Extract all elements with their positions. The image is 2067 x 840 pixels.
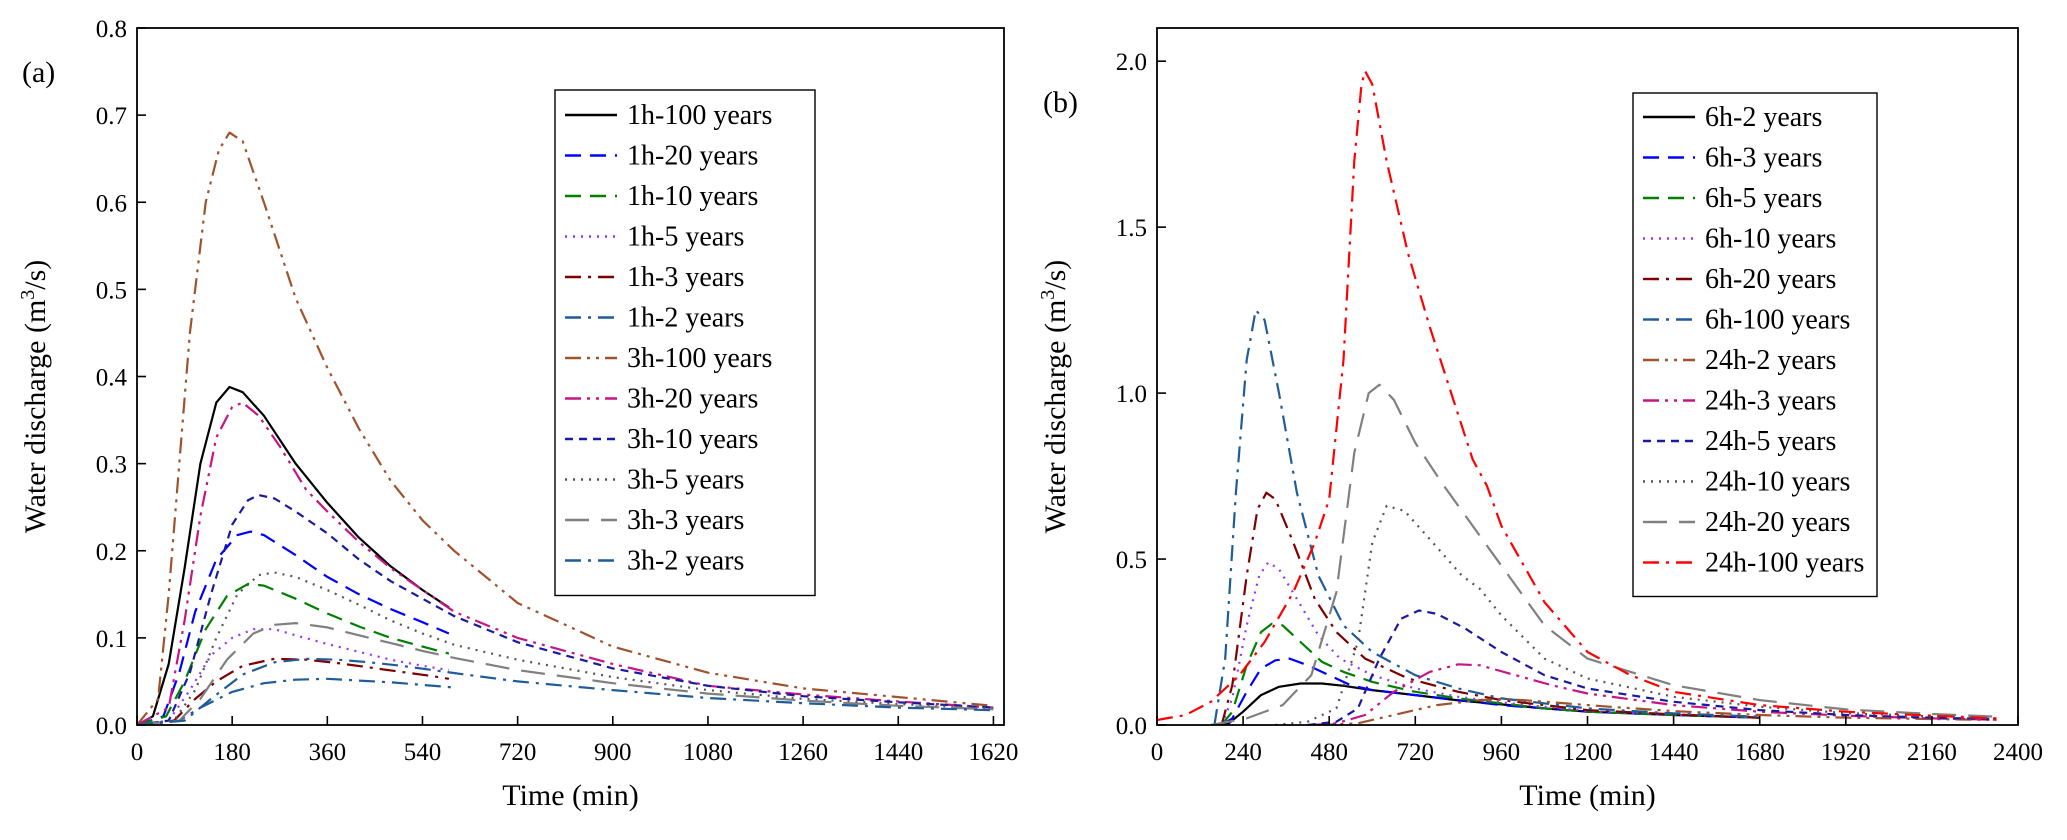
- x-tick-label: 1440: [1649, 739, 1699, 766]
- series-line-6h-5-years: [1220, 622, 1760, 725]
- panel-a: 0 180 360 540 720 900 1080 1260 1440 1620 0.0 0.1 0.…: [17, 16, 1018, 812]
- y-tick-label: 0.7: [96, 103, 127, 130]
- legend-entry: 24h-5 years: [1705, 426, 1836, 457]
- series-line-24h-100-years: [1157, 69, 1997, 722]
- legend-entry: 24h-2 years: [1705, 345, 1836, 376]
- x-axis-title: Time (min): [502, 779, 638, 812]
- legend-entry: 24h-100 years: [1705, 548, 1864, 579]
- series-line-6h-20-years: [1220, 491, 1760, 725]
- legend-entry: 1h-10 years: [627, 181, 758, 212]
- legend-entry: 3h-20 years: [627, 384, 758, 415]
- series-line-3h-20-years: [137, 401, 994, 725]
- series-line-24h-20-years: [1210, 383, 1997, 725]
- y-axis-title: Water discharge (m3/s): [1037, 260, 1072, 534]
- y-tick-label: 1.0: [1116, 381, 1147, 408]
- legend-entry: 3h-100 years: [627, 343, 772, 374]
- legend-entry: 6h-2 years: [1705, 102, 1822, 133]
- legend-entry: 3h-5 years: [627, 465, 744, 496]
- series-line-3h-3-years: [137, 621, 994, 725]
- x-tick-label: 900: [594, 739, 632, 766]
- series-line-1h-20-years: [137, 530, 450, 725]
- series-lines: [137, 131, 994, 725]
- x-tick-label: 960: [1483, 739, 1521, 766]
- x-tick-label: 1260: [778, 739, 828, 766]
- x-tick-label: 720: [499, 739, 537, 766]
- x-tick-label: 2400: [1993, 739, 2043, 766]
- series-line-24h-5-years: [1307, 609, 1997, 725]
- series-line-6h-10-years: [1220, 561, 1760, 725]
- legend-entry: 1h-3 years: [627, 262, 744, 293]
- legend-entry: 6h-5 years: [1705, 183, 1822, 214]
- x-tick-label: 540: [404, 739, 442, 766]
- legend-entry: 3h-3 years: [627, 505, 744, 536]
- series-line-3h-100-years: [137, 131, 994, 725]
- legend-entry: 6h-100 years: [1705, 305, 1850, 336]
- x-tick-label: 1440: [873, 739, 923, 766]
- legend-entry: 6h-10 years: [1705, 224, 1836, 255]
- y-tick-label: 2.0: [1116, 49, 1147, 76]
- x-tick-label: 1620: [968, 739, 1018, 766]
- x-tick-label: 480: [1310, 739, 1348, 766]
- series-line-6h-3-years: [1221, 657, 1760, 725]
- series-line-3h-2-years: [137, 657, 994, 725]
- legend-entry: 3h-2 years: [627, 546, 744, 577]
- y-tick-label: 1.5: [1116, 215, 1147, 242]
- series-line-1h-5-years: [137, 628, 450, 725]
- y-tick-label: 0.2: [96, 539, 127, 566]
- legend-entry: 24h-10 years: [1705, 467, 1850, 498]
- y-tick-label: 0.1: [96, 626, 127, 653]
- y-tick-label: 0.6: [96, 190, 127, 217]
- series-lines: [1157, 69, 1997, 725]
- y-tick-label: 0.0: [1116, 713, 1147, 740]
- x-tick-label: 1680: [1735, 739, 1785, 766]
- legend-box: [1632, 92, 1878, 598]
- x-tick-label: 720: [1397, 739, 1435, 766]
- legend-entry: 1h-100 years: [627, 100, 772, 131]
- series-line-1h-2-years: [137, 677, 455, 725]
- legend-entry: 6h-20 years: [1705, 264, 1836, 295]
- y-tick-label: 0.0: [96, 713, 127, 740]
- x-axis-title: Time (min): [1519, 779, 1655, 812]
- x-tick-label: 0: [1151, 739, 1164, 766]
- panel-b: 0 240 480 720 960 1200 1440 1680 1920 2160 2400 0.0…: [1037, 27, 2043, 812]
- panel-label: (a): [22, 56, 55, 89]
- y-tick-label: 0.5: [1116, 547, 1147, 574]
- y-axis-title: Water discharge (m3/s): [17, 260, 52, 534]
- legend-entry: 24h-20 years: [1705, 507, 1850, 538]
- legend-entry: 24h-3 years: [1705, 386, 1836, 417]
- series-line-1h-10-years: [137, 582, 450, 725]
- legend-entry: 1h-20 years: [627, 141, 758, 172]
- y-tick-label: 0.3: [96, 452, 127, 479]
- series-line-24h-2-years: [1318, 697, 1997, 725]
- legend-box: [554, 89, 816, 597]
- panel-label: (b): [1043, 86, 1078, 119]
- series-line-1h-3-years: [137, 657, 450, 725]
- x-tick-label: 180: [213, 739, 251, 766]
- plot-frame: [1156, 27, 2019, 726]
- y-tick-label: 0.8: [96, 16, 127, 43]
- x-tick-label: 360: [309, 739, 347, 766]
- y-tick-label: 0.4: [96, 365, 128, 392]
- x-tick-label: 240: [1224, 739, 1262, 766]
- x-tick-label: 0: [131, 739, 144, 766]
- legend-entry: 6h-3 years: [1705, 143, 1822, 174]
- x-tick-label: 1200: [1563, 739, 1613, 766]
- series-line-6h-100-years: [1213, 309, 1760, 725]
- x-tick-label: 1920: [1821, 739, 1871, 766]
- y-tick-label: 0.5: [96, 277, 127, 304]
- x-tick-label: 1080: [683, 739, 733, 766]
- legend-entry: 1h-5 years: [627, 222, 744, 253]
- x-tick-label: 2160: [1907, 739, 1957, 766]
- series-line-1h-100-years: [137, 385, 450, 725]
- legend-entry: 3h-10 years: [627, 424, 758, 455]
- legend-entry: 1h-2 years: [627, 303, 744, 334]
- series-line-3h-10-years: [137, 493, 994, 725]
